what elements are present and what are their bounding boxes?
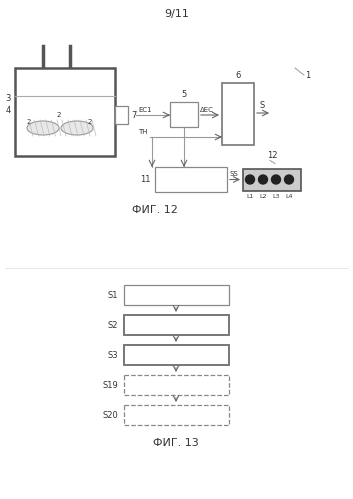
- Bar: [15, 68, 115, 156]
- Text: L4: L4: [285, 194, 293, 199]
- Bar: [115, 106, 128, 124]
- Bar: [124, 375, 228, 395]
- Circle shape: [258, 175, 268, 184]
- Text: 5: 5: [181, 90, 187, 99]
- Bar: [170, 102, 198, 127]
- Text: L3: L3: [272, 194, 280, 199]
- Text: L1: L1: [246, 194, 254, 199]
- Text: 4: 4: [6, 105, 11, 114]
- Text: 7: 7: [131, 110, 136, 119]
- Text: S: S: [259, 101, 265, 110]
- Circle shape: [245, 175, 255, 184]
- Text: L2: L2: [259, 194, 267, 199]
- Text: ФИГ. 13: ФИГ. 13: [153, 438, 199, 448]
- Bar: [124, 405, 228, 425]
- Text: ΔEC: ΔEC: [200, 107, 214, 113]
- Text: S1: S1: [108, 290, 119, 299]
- Text: ФИГ. 12: ФИГ. 12: [132, 205, 178, 215]
- Text: S3: S3: [108, 350, 119, 359]
- Text: S19: S19: [103, 381, 119, 390]
- Text: 2: 2: [88, 119, 92, 125]
- Text: 2: 2: [57, 112, 61, 118]
- Bar: [222, 83, 254, 145]
- Text: 9/11: 9/11: [164, 9, 189, 19]
- Text: 12: 12: [267, 152, 277, 161]
- Circle shape: [285, 175, 293, 184]
- Bar: [124, 315, 228, 335]
- Bar: [124, 285, 228, 305]
- Text: 6: 6: [235, 71, 241, 80]
- Text: EC1: EC1: [138, 107, 152, 113]
- Circle shape: [271, 175, 281, 184]
- Ellipse shape: [27, 121, 59, 135]
- Text: S20: S20: [103, 411, 119, 420]
- Bar: [155, 167, 227, 192]
- Bar: [243, 169, 301, 191]
- Text: 1: 1: [305, 70, 310, 79]
- Text: 11: 11: [140, 175, 151, 184]
- Text: S2: S2: [108, 320, 119, 329]
- Bar: [124, 345, 228, 365]
- Text: 2: 2: [27, 119, 31, 125]
- Text: TH: TH: [138, 129, 148, 135]
- Text: SS: SS: [230, 172, 239, 178]
- Ellipse shape: [61, 121, 93, 135]
- Text: 3: 3: [6, 93, 11, 102]
